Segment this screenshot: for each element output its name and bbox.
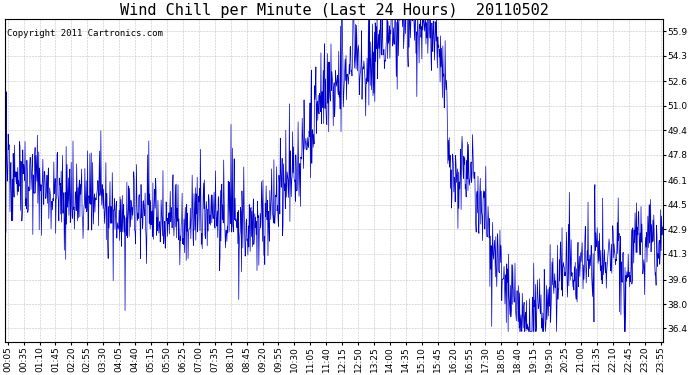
Text: Copyright 2011 Cartronics.com: Copyright 2011 Cartronics.com <box>8 28 164 38</box>
Title: Wind Chill per Minute (Last 24 Hours)  20110502: Wind Chill per Minute (Last 24 Hours) 20… <box>120 3 549 18</box>
